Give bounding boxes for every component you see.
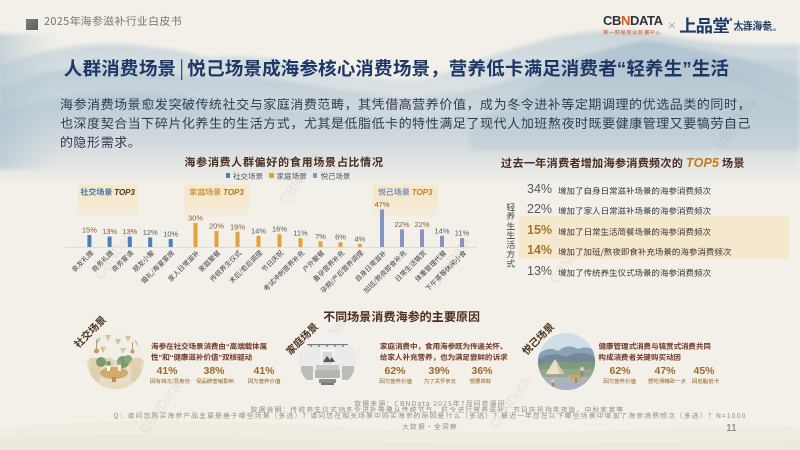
svg-text:4%: 4% bbox=[354, 234, 365, 243]
svg-text:13%: 13% bbox=[122, 227, 137, 236]
svg-text:30%: 30% bbox=[188, 214, 203, 223]
svg-text:47%: 47% bbox=[374, 200, 389, 209]
svg-text:11%: 11% bbox=[293, 229, 308, 238]
svg-text:22%: 22% bbox=[394, 220, 409, 229]
svg-text:19%: 19% bbox=[230, 222, 245, 231]
svg-text:6%: 6% bbox=[335, 233, 346, 242]
svg-text:15%: 15% bbox=[82, 226, 97, 235]
svg-text:11%: 11% bbox=[455, 229, 470, 238]
svg-text:14%: 14% bbox=[251, 226, 266, 235]
svg-text:13%: 13% bbox=[102, 227, 117, 236]
svg-text:16%: 16% bbox=[272, 225, 287, 234]
svg-text:7%: 7% bbox=[315, 232, 326, 241]
svg-text:10%: 10% bbox=[163, 230, 178, 239]
svg-text:12%: 12% bbox=[143, 228, 158, 237]
svg-text:14%: 14% bbox=[434, 226, 449, 235]
svg-text:20%: 20% bbox=[209, 222, 224, 231]
svg-text:22%: 22% bbox=[414, 220, 429, 229]
